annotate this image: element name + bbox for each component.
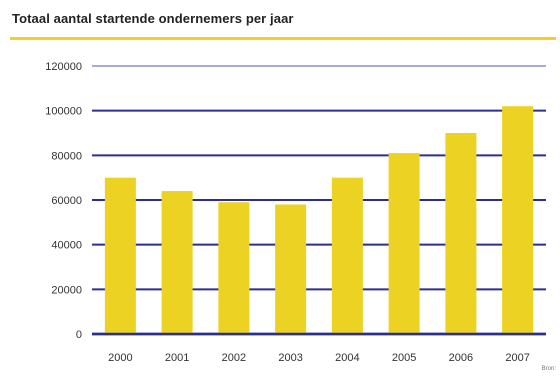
x-tick-label-2003: 2003 [278,352,302,364]
y-tick-label-80000: 80000 [51,150,82,162]
x-tick-label-2001: 2001 [165,352,189,364]
y-tick-label-100000: 100000 [45,106,82,118]
y-axis-tick-labels: 0 20000 40000 60000 80000 100000 120000 [45,61,82,341]
bar-2003 [275,204,307,334]
x-axis-tick-labels: 2000 2001 2002 2003 2004 2005 2006 2007 [108,352,530,364]
x-tick-label-2000: 2000 [108,352,132,364]
bar-2001 [161,191,193,334]
x-tick-label-2006: 2006 [449,352,473,364]
chart-title: Totaal aantal startende ondernemers per … [12,11,294,26]
title-underline [10,37,556,40]
bar-2004 [331,177,363,334]
bars [104,106,534,334]
gridlines [92,65,546,336]
y-tick-label-60000: 60000 [51,195,82,207]
y-tick-label-0: 0 [76,329,82,341]
bar-2006 [445,133,477,334]
bar-2000 [104,177,136,334]
bar-2002 [218,202,250,334]
bar-2007 [502,106,534,334]
y-tick-label-20000: 20000 [51,284,82,296]
y-tick-label-40000: 40000 [51,240,82,252]
y-tick-label-120000: 120000 [45,61,82,73]
x-tick-label-2004: 2004 [335,352,359,364]
bar-2005 [388,153,420,334]
x-tick-label-2002: 2002 [222,352,246,364]
source-note: Bron: [541,366,556,372]
x-tick-label-2007: 2007 [505,352,529,364]
x-tick-label-2005: 2005 [392,352,416,364]
